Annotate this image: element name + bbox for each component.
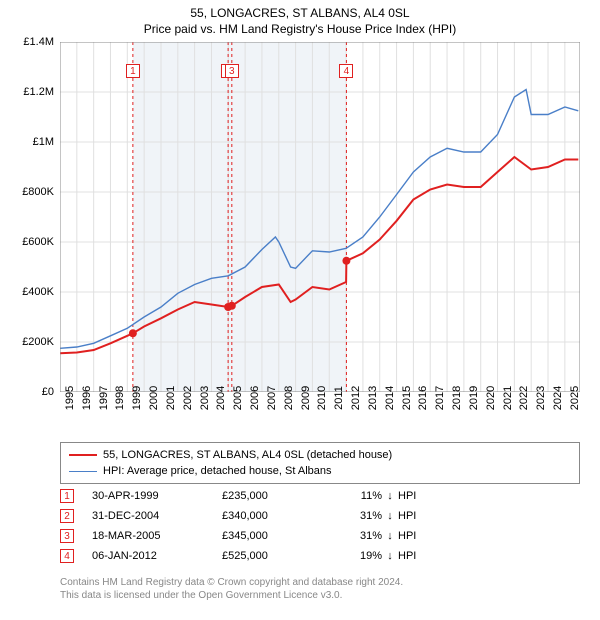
chart-title-address: 55, LONGACRES, ST ALBANS, AL4 0SL	[0, 0, 600, 20]
sale-date: 18-MAR-2005	[92, 530, 222, 542]
y-axis-tick-label: £1.2M	[0, 86, 54, 98]
legend-label: 55, LONGACRES, ST ALBANS, AL4 0SL (detac…	[103, 449, 392, 461]
sale-pct: 11%	[332, 490, 382, 502]
arrow-down-icon: ↓	[382, 550, 398, 562]
legend-swatch	[69, 454, 97, 456]
sale-number-badge: 1	[60, 489, 74, 503]
x-axis-tick-label: 2000	[148, 386, 160, 410]
sale-pct: 31%	[332, 530, 382, 542]
x-axis-tick-label: 2015	[401, 386, 413, 410]
x-axis-tick-label: 2005	[232, 386, 244, 410]
y-axis-tick-label: £0	[0, 386, 54, 398]
arrow-down-icon: ↓	[382, 490, 398, 502]
sale-date: 30-APR-1999	[92, 490, 222, 502]
x-axis-tick-label: 2012	[350, 386, 362, 410]
chart-area: 1234	[60, 42, 580, 392]
legend-label: HPI: Average price, detached house, St A…	[103, 465, 332, 477]
x-axis-tick-label: 2018	[451, 386, 463, 410]
sale-number-badge: 4	[60, 549, 74, 563]
x-axis-tick-label: 2019	[468, 386, 480, 410]
x-axis-tick-label: 2024	[552, 386, 564, 410]
x-axis-tick-label: 1997	[98, 386, 110, 410]
sale-row: 2 31-DEC-2004£340,00031%↓HPI	[60, 506, 438, 526]
sale-row: 4 06-JAN-2012£525,00019%↓HPI	[60, 546, 438, 566]
x-axis-tick-label: 2011	[333, 386, 345, 410]
y-axis-tick-label: £200K	[0, 336, 54, 348]
sale-price: £235,000	[222, 490, 332, 502]
sale-number-badge: 2	[60, 509, 74, 523]
sale-pct: 31%	[332, 510, 382, 522]
x-axis-tick-label: 2006	[249, 386, 261, 410]
legend-row: 55, LONGACRES, ST ALBANS, AL4 0SL (detac…	[69, 447, 571, 463]
sale-price: £525,000	[222, 550, 332, 562]
x-axis-tick-label: 2016	[417, 386, 429, 410]
arrow-down-icon: ↓	[382, 510, 398, 522]
x-axis-tick-label: 2021	[502, 386, 514, 410]
sale-price: £345,000	[222, 530, 332, 542]
legend: 55, LONGACRES, ST ALBANS, AL4 0SL (detac…	[60, 442, 580, 484]
sale-hpi-label: HPI	[398, 510, 438, 522]
x-axis-tick-label: 2001	[165, 386, 177, 410]
x-axis-tick-label: 2023	[535, 386, 547, 410]
legend-row: HPI: Average price, detached house, St A…	[69, 463, 571, 479]
arrow-down-icon: ↓	[382, 530, 398, 542]
sale-date: 31-DEC-2004	[92, 510, 222, 522]
legend-swatch	[69, 471, 97, 472]
x-axis-tick-label: 1995	[64, 386, 76, 410]
chart-container: 55, LONGACRES, ST ALBANS, AL4 0SL Price …	[0, 0, 600, 620]
x-axis-tick-label: 1996	[81, 386, 93, 410]
x-axis-tick-label: 1998	[114, 386, 126, 410]
chart-title-subtitle: Price paid vs. HM Land Registry's House …	[0, 20, 600, 36]
sale-pct: 19%	[332, 550, 382, 562]
x-axis-tick-label: 2008	[283, 386, 295, 410]
x-axis-tick-label: 2014	[384, 386, 396, 410]
chart-svg	[60, 42, 580, 392]
sale-table: 130-APR-1999£235,00011%↓HPI231-DEC-2004£…	[60, 486, 438, 566]
sale-marker-badge: 4	[339, 64, 353, 78]
x-axis-tick-label: 2003	[199, 386, 211, 410]
x-axis-tick-label: 2025	[569, 386, 581, 410]
x-axis-tick-label: 2007	[266, 386, 278, 410]
y-axis-tick-label: £1M	[0, 136, 54, 148]
sale-hpi-label: HPI	[398, 530, 438, 542]
x-axis-tick-label: 2010	[316, 386, 328, 410]
x-axis-tick-label: 2002	[182, 386, 194, 410]
x-axis-tick-label: 2004	[215, 386, 227, 410]
attribution-line1: Contains HM Land Registry data © Crown c…	[60, 576, 403, 589]
sale-price: £340,000	[222, 510, 332, 522]
y-axis-tick-label: £800K	[0, 186, 54, 198]
sale-marker-badge: 1	[126, 64, 140, 78]
attribution-line2: This data is licensed under the Open Gov…	[60, 589, 403, 602]
sale-hpi-label: HPI	[398, 550, 438, 562]
x-axis-tick-label: 2022	[518, 386, 530, 410]
attribution: Contains HM Land Registry data © Crown c…	[60, 576, 403, 602]
y-axis-tick-label: £1.4M	[0, 36, 54, 48]
y-axis-tick-label: £400K	[0, 286, 54, 298]
x-axis-tick-label: 2020	[485, 386, 497, 410]
x-axis-tick-label: 2009	[300, 386, 312, 410]
x-axis-tick-label: 1999	[131, 386, 143, 410]
x-axis-tick-label: 2017	[434, 386, 446, 410]
sale-number-badge: 3	[60, 529, 74, 543]
sale-marker-badge: 3	[225, 64, 239, 78]
y-axis-tick-label: £600K	[0, 236, 54, 248]
sale-row: 3 18-MAR-2005£345,00031%↓HPI	[60, 526, 438, 546]
x-axis-tick-label: 2013	[367, 386, 379, 410]
sale-hpi-label: HPI	[398, 490, 438, 502]
sale-row: 1 30-APR-1999£235,00011%↓HPI	[60, 486, 438, 506]
sale-date: 06-JAN-2012	[92, 550, 222, 562]
